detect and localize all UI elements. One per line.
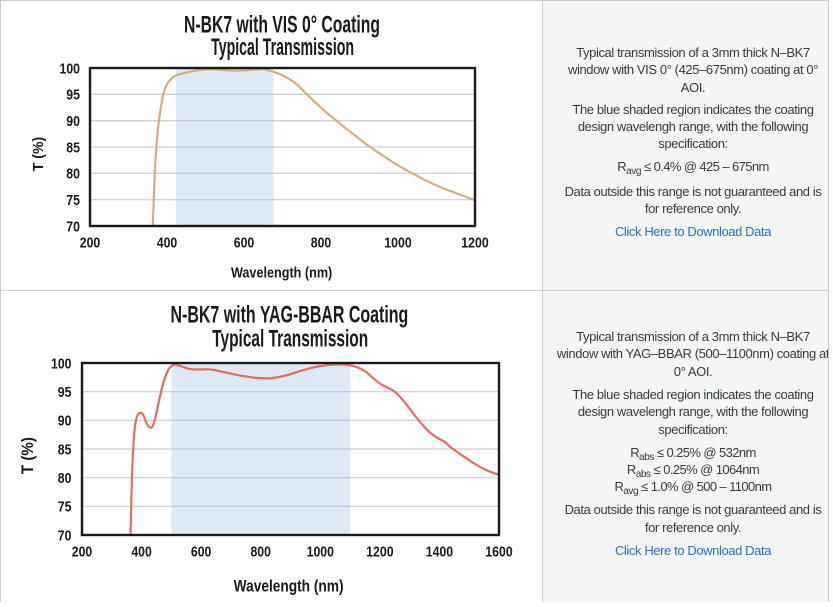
svg-text:80: 80 [58, 470, 72, 486]
svg-text:600: 600 [191, 543, 212, 559]
svg-text:1600: 1600 [485, 543, 513, 559]
svg-text:90: 90 [66, 113, 80, 129]
svg-text:N-BK7 with YAG-BBAR Coating: N-BK7 with YAG-BBAR Coating [170, 301, 408, 328]
svg-text:1000: 1000 [384, 234, 412, 250]
svg-text:T (%): T (%) [20, 437, 38, 474]
svg-text:75: 75 [58, 499, 72, 515]
svg-text:1200: 1200 [461, 234, 489, 250]
svg-text:Typical Transmission: Typical Transmission [211, 34, 354, 61]
svg-text:95: 95 [58, 384, 72, 400]
svg-text:90: 90 [58, 413, 72, 429]
svg-text:400: 400 [131, 543, 152, 559]
svg-text:70: 70 [58, 527, 72, 543]
svg-text:200: 200 [80, 234, 101, 250]
svg-text:600: 600 [234, 234, 255, 250]
svg-text:1400: 1400 [426, 543, 454, 559]
svg-text:1000: 1000 [307, 543, 335, 559]
svg-text:800: 800 [250, 543, 271, 559]
svg-text:70: 70 [66, 218, 80, 234]
svg-text:800: 800 [311, 234, 332, 250]
svg-text:Wavelength (nm): Wavelength (nm) [234, 577, 344, 595]
svg-text:75: 75 [66, 192, 80, 208]
svg-text:80: 80 [66, 166, 80, 182]
svg-text:100: 100 [60, 60, 81, 76]
svg-text:Typical Transmission: Typical Transmission [212, 325, 368, 353]
svg-text:95: 95 [66, 87, 80, 103]
svg-text:1200: 1200 [366, 543, 394, 559]
svg-text:Wavelength (nm): Wavelength (nm) [231, 263, 332, 280]
svg-text:400: 400 [157, 234, 178, 250]
svg-text:T (%): T (%) [30, 137, 47, 172]
svg-text:85: 85 [58, 441, 72, 457]
svg-text:N-BK7 with VIS 0° Coating: N-BK7 with VIS 0° Coating [184, 11, 380, 38]
svg-text:85: 85 [66, 139, 80, 155]
svg-text:100: 100 [51, 355, 72, 371]
svg-text:200: 200 [72, 543, 93, 559]
